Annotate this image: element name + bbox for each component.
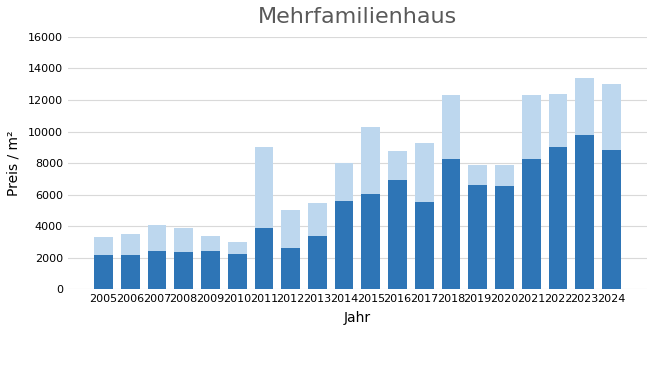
Bar: [441, 95, 460, 289]
Legend: höchster Preis, durchschnittlicher Preis: höchster Preis, durchschnittlicher Preis: [203, 366, 511, 371]
Bar: [94, 237, 113, 289]
Bar: [228, 242, 247, 289]
Bar: [175, 228, 193, 289]
Bar: [549, 93, 567, 289]
Bar: [495, 165, 514, 289]
Bar: [254, 228, 273, 289]
Bar: [121, 234, 140, 289]
Bar: [254, 147, 273, 289]
Bar: [201, 236, 220, 289]
Bar: [308, 203, 327, 289]
Bar: [468, 185, 487, 289]
Bar: [602, 151, 621, 289]
Bar: [335, 201, 353, 289]
Bar: [388, 151, 407, 289]
Y-axis label: Preis / m²: Preis / m²: [7, 130, 21, 196]
Bar: [281, 210, 300, 289]
Bar: [576, 78, 594, 289]
Bar: [522, 95, 541, 289]
Bar: [121, 256, 140, 289]
Bar: [495, 186, 514, 289]
Title: Mehrfamilienhaus: Mehrfamilienhaus: [258, 7, 457, 27]
Bar: [281, 248, 300, 289]
Bar: [201, 251, 220, 289]
Bar: [602, 84, 621, 289]
Bar: [94, 255, 113, 289]
Bar: [388, 180, 407, 289]
Bar: [468, 165, 487, 289]
Bar: [335, 163, 353, 289]
Bar: [441, 159, 460, 289]
Bar: [148, 225, 166, 289]
Bar: [308, 236, 327, 289]
Bar: [362, 127, 380, 289]
X-axis label: Jahr: Jahr: [344, 311, 371, 325]
Bar: [362, 194, 380, 289]
Bar: [175, 252, 193, 289]
Bar: [415, 142, 434, 289]
Bar: [576, 135, 594, 289]
Bar: [148, 251, 166, 289]
Bar: [228, 254, 247, 289]
Bar: [415, 202, 434, 289]
Bar: [522, 159, 541, 289]
Bar: [549, 147, 567, 289]
